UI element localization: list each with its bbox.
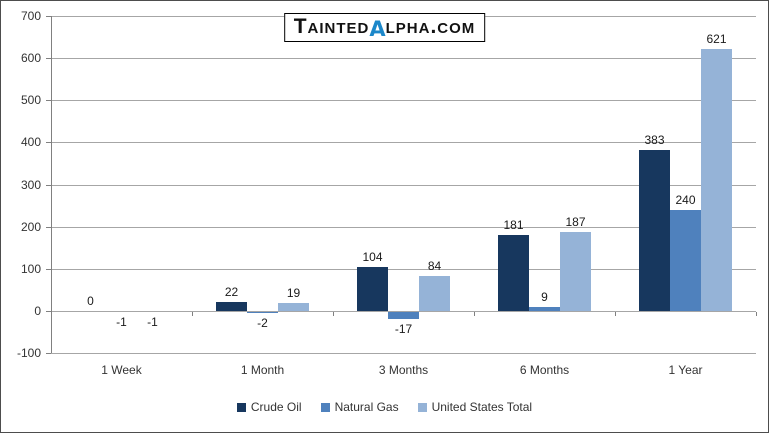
bar-value-label: 19	[286, 285, 301, 300]
y-axis-tick	[46, 142, 51, 143]
legend-item-crude-oil: Crude Oil	[236, 400, 302, 414]
bar-united-states-total-3-months	[419, 275, 450, 311]
bar-natural-gas-1-month	[247, 311, 278, 313]
y-tick-label: 300	[20, 178, 41, 192]
bar-value-label: 104	[362, 250, 383, 265]
gridline	[51, 100, 756, 101]
chart-title: Taintedαlpha.com	[293, 12, 476, 42]
x-axis-label-3-months: 3 Months	[378, 363, 429, 377]
x-axis-tick	[756, 312, 757, 316]
legend-item-united-states-total: United States Total	[417, 400, 533, 414]
bar-value-label: 240	[675, 192, 696, 207]
bar-value-label: 383	[644, 132, 665, 147]
bar-crude-oil-1-year	[639, 149, 670, 311]
y-axis-tick	[46, 185, 51, 186]
y-axis-tick	[46, 269, 51, 270]
x-axis-label-1-month: 1 Month	[240, 363, 285, 377]
legend-swatch-icon	[320, 402, 330, 412]
legend-label: Natural Gas	[334, 400, 399, 414]
bar-value-label: -17	[394, 322, 413, 336]
bar-value-label: -1	[116, 315, 127, 330]
x-axis-tick	[192, 312, 193, 316]
chart-title-box: Taintedαlpha.com	[283, 12, 486, 42]
bar-value-label: -1	[147, 315, 158, 330]
bar-value-label: 22	[224, 284, 239, 299]
bar-natural-gas-1-year	[670, 209, 701, 311]
legend-swatch-icon	[417, 402, 427, 412]
y-axis-tick	[46, 227, 51, 228]
gridline	[51, 227, 756, 228]
bar-value-label: 187	[565, 215, 586, 230]
legend-label: Crude Oil	[250, 400, 302, 414]
y-axis-tick	[46, 16, 51, 17]
y-tick-label: 600	[20, 51, 41, 65]
bar-value-label: -2	[257, 315, 268, 330]
gridline	[51, 269, 756, 270]
y-tick-label: 0	[34, 304, 41, 318]
bar-natural-gas-6-months	[529, 307, 560, 311]
y-tick-label: 400	[20, 135, 41, 149]
bar-united-states-total-6-months	[560, 232, 591, 311]
bar-value-label: 9	[541, 290, 548, 305]
x-axis-tick	[333, 312, 334, 316]
y-tick-label: -100	[16, 346, 41, 360]
bar-crude-oil-6-months	[498, 234, 529, 311]
bar-value-label: 0	[87, 293, 94, 308]
y-axis-line	[51, 16, 52, 353]
bar-value-label: 621	[706, 32, 727, 47]
bar-value-label: 181	[503, 217, 524, 232]
bar-natural-gas-3-months	[388, 311, 419, 320]
legend-item-natural-gas: Natural Gas	[320, 400, 399, 414]
title-part2: lpha.com	[385, 15, 476, 38]
bar-crude-oil-3-months	[357, 267, 388, 311]
y-tick-label: 100	[20, 262, 41, 276]
legend: Crude Oil Natural Gas United States Total	[1, 400, 768, 414]
y-tick-label: 500	[20, 93, 41, 107]
bar-value-label: 84	[427, 258, 442, 273]
x-axis-tick	[474, 312, 475, 316]
title-part1: Tainted	[293, 15, 370, 38]
bar-united-states-total-1-month	[278, 302, 309, 311]
gridline	[51, 185, 756, 186]
y-axis-tick	[46, 311, 51, 312]
title-alpha-glyph: α	[369, 9, 386, 44]
gridline	[51, 353, 756, 354]
x-axis-label-1-week: 1 Week	[101, 363, 142, 377]
x-axis-tick	[51, 312, 52, 316]
y-axis-tick	[46, 58, 51, 59]
legend-swatch-icon	[236, 402, 246, 412]
y-axis-tick	[46, 100, 51, 101]
y-axis-tick	[46, 353, 51, 354]
x-axis-tick	[615, 312, 616, 316]
y-tick-label: 200	[20, 220, 41, 234]
bar-crude-oil-1-month	[216, 301, 247, 311]
gridline	[51, 311, 756, 312]
bar-united-states-total-1-year	[701, 49, 732, 311]
gridline	[51, 58, 756, 59]
legend-label: United States Total	[431, 400, 533, 414]
gridline	[51, 142, 756, 143]
x-axis-label-1-year: 1 Year	[668, 363, 703, 377]
x-axis-label-6-months: 6 Months	[519, 363, 570, 377]
y-tick-label: 700	[20, 9, 41, 23]
